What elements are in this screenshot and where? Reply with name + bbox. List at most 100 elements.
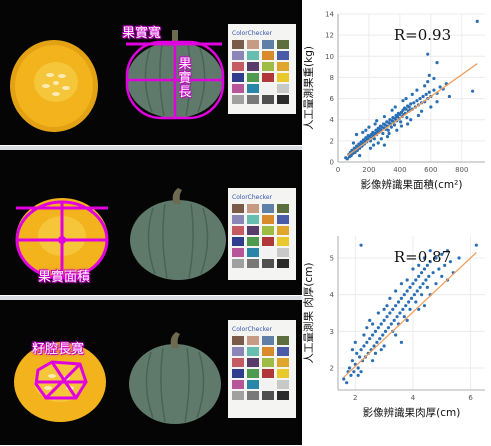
data-point bbox=[358, 154, 362, 158]
data-point bbox=[373, 329, 378, 333]
data-point bbox=[429, 105, 433, 109]
scatter-chart-weight: 0 2 4 6 8 10 12 14 0 200 400 600 800 R=0.93 影像辨識果面積(cm… bbox=[302, 0, 491, 200]
data-point bbox=[376, 326, 380, 330]
x-tick-label: 600 bbox=[424, 166, 437, 174]
data-point bbox=[417, 307, 421, 311]
data-point bbox=[474, 243, 478, 247]
color-swatch bbox=[232, 84, 244, 93]
data-point bbox=[353, 340, 357, 344]
color-swatch bbox=[277, 226, 289, 235]
data-point bbox=[416, 113, 421, 118]
data-point bbox=[432, 88, 436, 92]
data-point bbox=[410, 92, 414, 96]
data-point bbox=[402, 293, 406, 297]
data-point bbox=[404, 304, 408, 308]
data-point bbox=[354, 132, 359, 137]
data-point bbox=[386, 326, 391, 330]
color-swatch bbox=[262, 248, 274, 257]
color-swatch bbox=[277, 380, 289, 389]
data-point bbox=[424, 278, 428, 282]
data-point bbox=[370, 359, 375, 363]
data-point bbox=[395, 315, 399, 319]
data-point bbox=[351, 141, 356, 145]
color-swatch bbox=[262, 336, 274, 345]
color-swatch bbox=[262, 51, 274, 60]
data-point bbox=[382, 344, 386, 348]
data-point bbox=[398, 311, 402, 315]
y-tick-label: 10 bbox=[325, 53, 334, 61]
data-point bbox=[411, 282, 415, 286]
data-point bbox=[389, 322, 393, 326]
color-swatch bbox=[247, 259, 259, 268]
pumpkin-scene-2: ColorChecker bbox=[15, 188, 296, 280]
color-swatch bbox=[232, 215, 244, 224]
y-tick-label: 4 bbox=[330, 116, 335, 124]
color-swatch bbox=[232, 95, 244, 104]
color-swatch bbox=[247, 248, 259, 257]
color-swatch bbox=[277, 215, 289, 224]
data-point bbox=[364, 128, 368, 132]
color-checker-card: ColorChecker bbox=[228, 24, 296, 114]
color-swatch bbox=[247, 369, 259, 378]
data-point bbox=[426, 52, 430, 56]
data-point bbox=[424, 92, 428, 96]
color-swatch bbox=[247, 237, 259, 246]
color-swatch bbox=[247, 84, 259, 93]
pumpkin-stem bbox=[172, 30, 178, 44]
photo-panel-area: ColorChecker 果實面積 bbox=[0, 150, 302, 295]
data-point bbox=[404, 96, 408, 101]
data-point bbox=[387, 131, 391, 136]
scatter-plot-weight-vs-area: 0 2 4 6 8 10 12 14 0 200 400 600 800 R=0.93 影像辨識果面積(cm… bbox=[302, 11, 485, 191]
color-swatch bbox=[232, 248, 244, 257]
svg-text:ColorChecker: ColorChecker bbox=[232, 326, 273, 333]
label-fruit-width: 果實寬 bbox=[122, 26, 162, 41]
color-swatch bbox=[277, 369, 289, 378]
color-swatch bbox=[262, 62, 274, 71]
data-point bbox=[418, 285, 422, 289]
data-point bbox=[375, 340, 379, 344]
color-swatch bbox=[232, 237, 244, 246]
data-point bbox=[431, 271, 435, 275]
color-swatch bbox=[247, 40, 259, 49]
data-point bbox=[417, 263, 421, 267]
data-point bbox=[401, 99, 405, 103]
data-point bbox=[434, 256, 438, 260]
data-point bbox=[356, 373, 360, 377]
color-checker-card: ColorChecker bbox=[228, 188, 296, 280]
color-swatch bbox=[277, 73, 289, 82]
x-axis-title: 影像辨識果肉厚(cm) bbox=[363, 406, 461, 419]
data-point bbox=[349, 373, 353, 377]
color-swatch bbox=[277, 358, 289, 367]
pumpkin-scene-1: ColorChecker bbox=[10, 24, 296, 132]
data-point bbox=[419, 293, 424, 297]
data-point bbox=[361, 130, 365, 134]
data-point bbox=[401, 307, 405, 311]
color-swatch bbox=[262, 226, 274, 235]
data-point bbox=[359, 348, 363, 352]
data-point bbox=[383, 329, 388, 333]
data-point bbox=[365, 340, 369, 344]
pumpkin-stem bbox=[170, 332, 180, 348]
y-tick-label: 14 bbox=[325, 11, 334, 19]
color-swatch bbox=[232, 380, 244, 389]
data-point bbox=[434, 282, 438, 286]
color-swatch bbox=[247, 51, 259, 60]
data-point bbox=[375, 119, 379, 123]
color-swatch bbox=[262, 369, 274, 378]
x-axis-title: 影像辨識果面積(cm²) bbox=[361, 178, 463, 191]
data-point bbox=[379, 137, 383, 141]
correlation-label: R=0.93 bbox=[394, 26, 451, 44]
data-point bbox=[425, 263, 429, 267]
data-point bbox=[399, 120, 403, 124]
color-swatch bbox=[277, 347, 289, 356]
scatter-chart-thickness: 2 3 4 5 2 4 6 R=0.87 影像辨識果肉厚(cm) 人工量測果 肉厚(cm) bbox=[302, 222, 491, 446]
data-point bbox=[399, 124, 404, 128]
trend-line bbox=[346, 63, 478, 157]
data-point bbox=[385, 315, 389, 319]
data-point bbox=[427, 274, 431, 278]
correlation-label: R=0.87 bbox=[394, 248, 451, 266]
data-point bbox=[408, 307, 412, 311]
data-point bbox=[406, 122, 410, 126]
data-point bbox=[423, 84, 427, 88]
color-swatch bbox=[262, 215, 274, 224]
